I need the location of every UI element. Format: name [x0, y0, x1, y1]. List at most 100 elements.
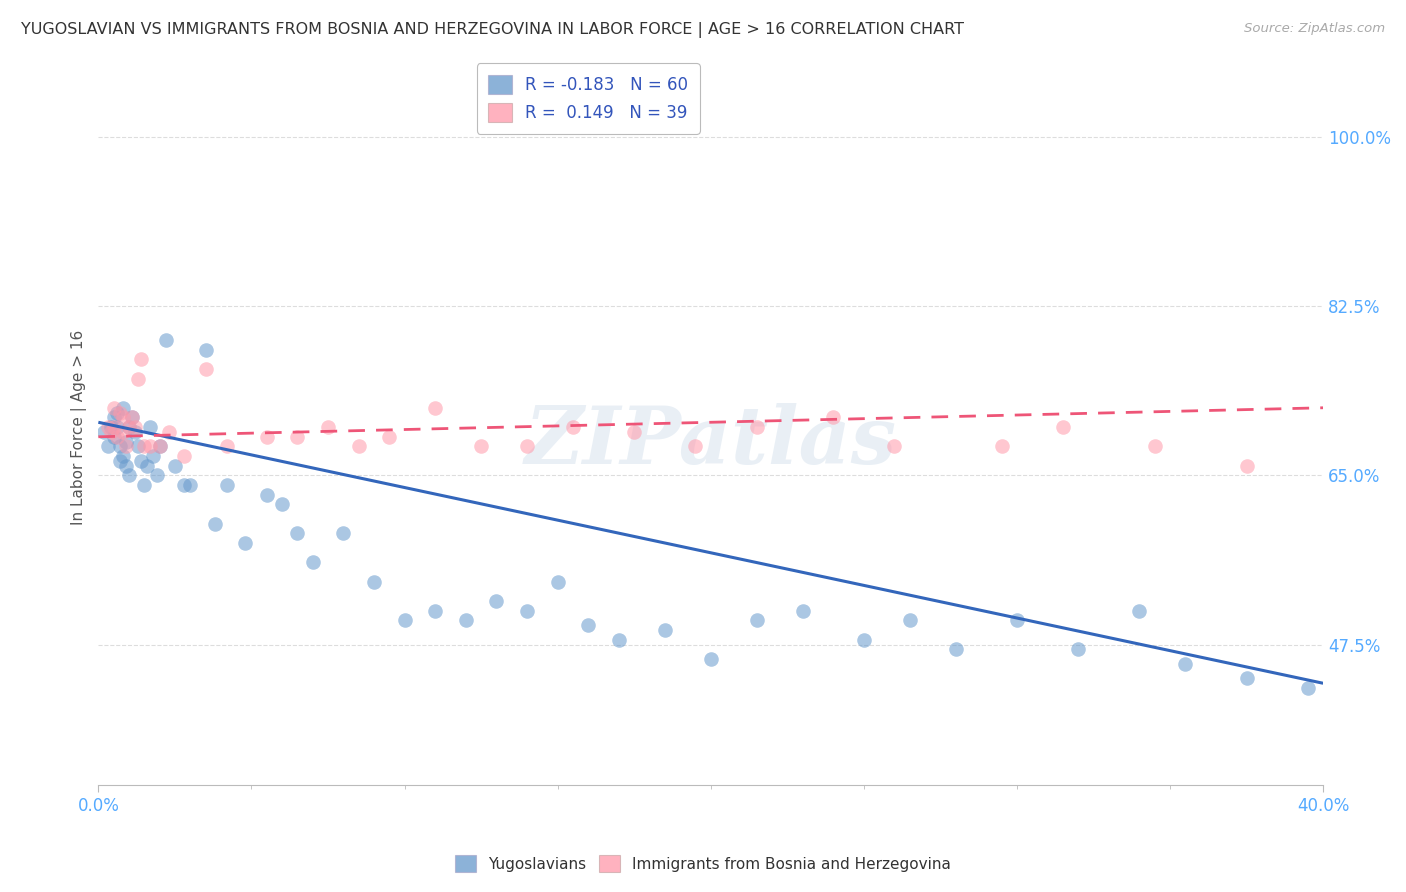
Point: [547, 574, 569, 589]
Point: [93, 425, 115, 439]
Point: [105, 406, 128, 420]
Point: [134, 439, 156, 453]
Point: [823, 410, 845, 425]
Y-axis label: In Labor Force | Age > 16: In Labor Force | Age > 16: [72, 329, 87, 524]
Point: [378, 430, 401, 444]
Point: [394, 614, 416, 628]
Point: [111, 410, 134, 425]
Point: [256, 430, 278, 444]
Point: [103, 410, 125, 425]
Point: [139, 439, 162, 453]
Point: [271, 498, 294, 512]
Point: [118, 420, 141, 434]
Point: [623, 425, 645, 439]
Point: [256, 488, 278, 502]
Point: [332, 526, 354, 541]
Point: [157, 425, 180, 439]
Point: [134, 478, 156, 492]
Point: [115, 439, 138, 453]
Point: [103, 420, 125, 434]
Point: [287, 430, 309, 444]
Point: [118, 420, 141, 434]
Point: [163, 458, 186, 473]
Point: [1236, 672, 1258, 686]
Point: [111, 449, 134, 463]
Point: [108, 439, 131, 453]
Point: [215, 439, 238, 453]
Point: [194, 343, 217, 357]
Point: [127, 372, 149, 386]
Point: [454, 614, 477, 628]
Point: [1236, 458, 1258, 473]
Point: [945, 642, 967, 657]
Point: [139, 420, 162, 434]
Point: [108, 454, 131, 468]
Point: [792, 604, 814, 618]
Point: [470, 439, 492, 453]
Point: [1052, 420, 1074, 434]
Point: [103, 430, 125, 444]
Point: [173, 478, 195, 492]
Text: Source: ZipAtlas.com: Source: ZipAtlas.com: [1244, 22, 1385, 36]
Point: [745, 420, 768, 434]
Point: [124, 420, 146, 434]
Point: [136, 458, 159, 473]
Point: [204, 516, 226, 531]
Point: [96, 420, 118, 434]
Point: [121, 410, 143, 425]
Point: [425, 401, 447, 415]
Text: ZIPatlas: ZIPatlas: [524, 402, 897, 480]
Point: [745, 614, 768, 628]
Point: [115, 434, 138, 449]
Point: [179, 478, 201, 492]
Point: [145, 468, 167, 483]
Point: [287, 526, 309, 541]
Point: [127, 439, 149, 453]
Point: [516, 439, 538, 453]
Point: [233, 536, 256, 550]
Point: [155, 333, 177, 347]
Point: [215, 478, 238, 492]
Point: [105, 420, 128, 434]
Point: [103, 401, 125, 415]
Point: [149, 439, 172, 453]
Point: [654, 623, 676, 637]
Point: [121, 410, 143, 425]
Point: [685, 439, 707, 453]
Point: [105, 430, 128, 444]
Point: [425, 604, 447, 618]
Point: [142, 449, 165, 463]
Point: [1005, 614, 1028, 628]
Point: [363, 574, 385, 589]
Point: [485, 594, 508, 608]
Point: [1143, 439, 1166, 453]
Point: [1296, 681, 1319, 695]
Point: [1128, 604, 1150, 618]
Point: [316, 420, 339, 434]
Point: [700, 652, 723, 666]
Point: [100, 420, 122, 434]
Point: [852, 632, 875, 647]
Point: [96, 439, 118, 453]
Point: [108, 406, 131, 420]
Point: [129, 352, 152, 367]
Point: [1174, 657, 1197, 671]
Legend: R = -0.183   N = 60, R =  0.149   N = 39: R = -0.183 N = 60, R = 0.149 N = 39: [477, 63, 700, 134]
Point: [100, 425, 122, 439]
Point: [118, 468, 141, 483]
Legend: Yugoslavians, Immigrants from Bosnia and Herzegovina: Yugoslavians, Immigrants from Bosnia and…: [447, 847, 959, 880]
Point: [115, 458, 138, 473]
Point: [149, 439, 172, 453]
Point: [898, 614, 921, 628]
Point: [1067, 642, 1090, 657]
Point: [129, 454, 152, 468]
Point: [111, 425, 134, 439]
Point: [990, 439, 1012, 453]
Point: [576, 618, 599, 632]
Point: [124, 425, 146, 439]
Point: [562, 420, 585, 434]
Point: [607, 632, 630, 647]
Point: [173, 449, 195, 463]
Point: [301, 556, 323, 570]
Point: [194, 362, 217, 376]
